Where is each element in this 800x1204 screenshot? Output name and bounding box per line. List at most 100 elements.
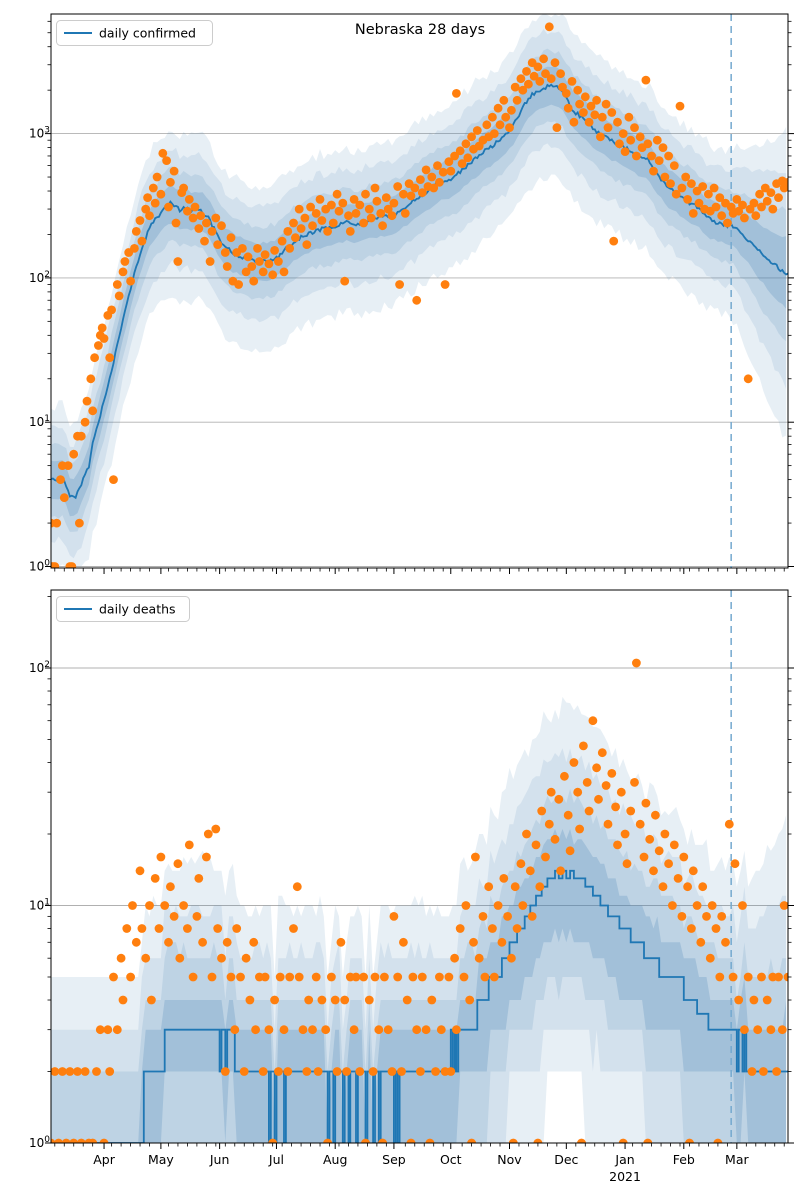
data-point <box>546 74 556 84</box>
axis-ticks: 100 101 102 103 <box>29 20 794 574</box>
data-point <box>467 132 476 142</box>
data-point <box>88 406 98 416</box>
data-point <box>150 874 160 883</box>
data-point <box>679 852 689 862</box>
data-point <box>421 165 431 175</box>
data-point <box>497 937 507 947</box>
data-point <box>141 953 151 963</box>
data-point <box>355 1067 365 1076</box>
data-point <box>264 259 274 269</box>
y-tick-label: 100 <box>29 1135 50 1150</box>
data-point <box>94 341 103 350</box>
data-point <box>639 852 649 862</box>
data-point <box>482 120 492 130</box>
data-point <box>190 202 200 212</box>
data-point <box>205 257 215 266</box>
data-point <box>59 493 69 503</box>
data-point <box>169 166 179 176</box>
data-point <box>61 1138 71 1143</box>
data-point <box>321 1025 331 1035</box>
data-point <box>249 276 259 286</box>
data-point <box>783 972 788 982</box>
data-point <box>291 233 300 243</box>
data-point <box>584 806 594 816</box>
data-point <box>56 475 65 484</box>
data-point <box>507 953 516 963</box>
data-point <box>323 1138 332 1143</box>
data-point <box>285 972 295 982</box>
data-point <box>544 819 554 829</box>
data-point <box>109 475 118 484</box>
data-point <box>105 353 115 363</box>
data-point <box>336 937 346 947</box>
data-point <box>313 1067 323 1076</box>
data-point <box>202 852 211 862</box>
data-point <box>332 1067 342 1076</box>
data-point <box>260 972 270 982</box>
data-point <box>435 177 444 187</box>
data-point <box>472 126 482 135</box>
data-point <box>488 112 497 122</box>
data-point <box>258 267 268 277</box>
data-point <box>383 204 393 214</box>
x-tick-label: Oct <box>440 1152 462 1167</box>
data-point <box>561 89 571 98</box>
data-point <box>645 834 655 844</box>
chart-layers: 100 101 102 103 100 101 102 Apr May Jun Jul Aug Sep O… <box>29 13 794 1184</box>
data-point <box>438 167 448 177</box>
data-point <box>247 262 257 271</box>
data-point <box>641 798 651 808</box>
data-point <box>597 748 607 758</box>
data-point <box>556 69 565 79</box>
data-point <box>489 129 499 139</box>
data-point <box>207 972 217 982</box>
data-point <box>378 1138 387 1143</box>
data-point <box>323 227 332 236</box>
chart-title: Nebraska 28 days <box>355 22 485 38</box>
data-point <box>450 151 459 161</box>
data-point <box>376 209 386 218</box>
data-point <box>196 211 206 221</box>
x-tick-label: Feb <box>673 1152 695 1167</box>
data-point <box>283 1067 293 1076</box>
data-point <box>510 82 520 92</box>
data-point <box>298 1025 308 1035</box>
data-point <box>749 198 759 208</box>
daily-deaths-line <box>51 869 788 1143</box>
data-point <box>749 995 759 1005</box>
legend-label: daily confirmed <box>99 26 196 41</box>
data-point <box>243 252 253 262</box>
data-point <box>296 224 306 233</box>
data-point <box>446 1067 456 1076</box>
data-point <box>338 198 348 208</box>
data-point <box>51 1067 60 1076</box>
data-point <box>245 995 255 1005</box>
data-point <box>393 182 403 191</box>
data-point <box>723 218 732 228</box>
daily-confirmed-line <box>51 83 788 500</box>
data-point <box>463 153 473 163</box>
legend-daily-confirmed: daily confirmed <box>56 20 213 46</box>
band-level-1 <box>51 48 787 532</box>
data-point <box>351 972 361 982</box>
data-point <box>137 236 147 246</box>
data-point <box>533 1138 543 1143</box>
data-point <box>616 787 626 797</box>
data-point <box>743 972 753 982</box>
data-point <box>590 110 600 120</box>
data-point <box>58 1067 67 1076</box>
data-point <box>747 1067 757 1076</box>
data-point <box>381 193 391 203</box>
data-point <box>222 937 232 947</box>
data-point <box>203 829 213 839</box>
data-point <box>622 859 632 869</box>
data-point <box>626 135 636 145</box>
data-point <box>694 198 704 208</box>
data-point <box>408 972 418 982</box>
data-point <box>643 1138 653 1143</box>
data-point <box>251 1025 260 1035</box>
data-point <box>626 806 636 816</box>
data-point <box>753 1025 763 1035</box>
data-point <box>179 901 189 910</box>
data-point <box>173 859 183 869</box>
